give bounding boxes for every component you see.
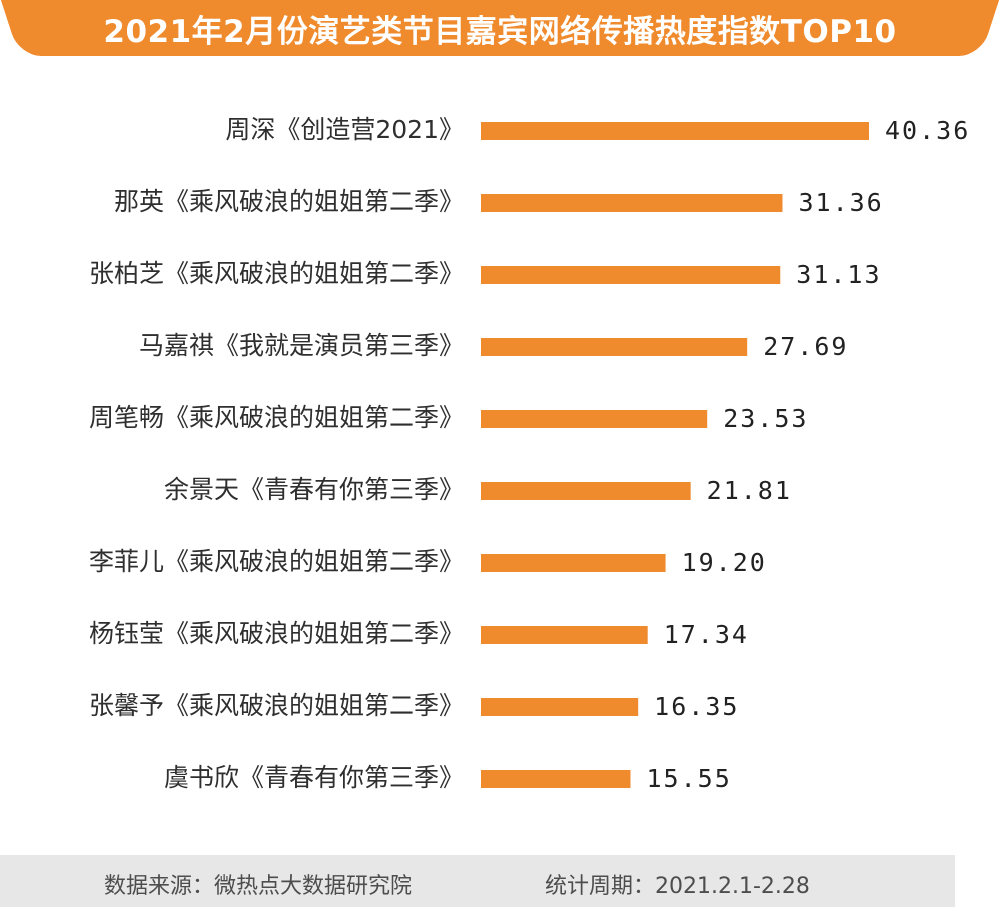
category-label: 杨钰莹《乘风破浪的姐姐第二季》 xyxy=(89,619,464,648)
bar xyxy=(481,194,783,212)
value-label: 23.53 xyxy=(723,404,808,433)
value-label: 17.34 xyxy=(664,620,749,649)
horizontal-bar-chart: 周深《创造营2021》 40.36 那英《乘风破浪的姐姐第二季》 31.36 张柏芝《乘… xyxy=(89,115,970,793)
category-label: 周笔畅《乘风破浪的姐姐第二季》 xyxy=(89,403,464,432)
value-label: 31.36 xyxy=(798,188,883,217)
category-label: 周深《创造营2021》 xyxy=(225,115,464,144)
bar xyxy=(481,482,691,500)
bar xyxy=(481,266,781,284)
bar xyxy=(481,698,639,716)
statistics-period-text: 统计周期：2021.2.1-2.28 xyxy=(545,874,810,899)
bar xyxy=(481,554,666,572)
category-label: 张馨予《乘风破浪的姐姐第二季》 xyxy=(89,691,464,720)
bar xyxy=(481,626,648,644)
value-label: 19.20 xyxy=(682,548,767,577)
category-label: 张柏芝《乘风破浪的姐姐第二季》 xyxy=(89,259,464,288)
chart-footer: 数据来源：微热点大数据研究院 统计周期：2021.2.1-2.28 xyxy=(0,855,955,907)
category-label: 那英《乘风破浪的姐姐第二季》 xyxy=(114,187,464,216)
chart-title-banner: 2021年2月份演艺类节目嘉宾网络传播热度指数TOP10 xyxy=(22,0,978,56)
value-label: 31.13 xyxy=(796,260,881,289)
bar xyxy=(481,122,869,140)
bar xyxy=(481,338,748,356)
bar xyxy=(481,410,708,428)
value-label: 40.36 xyxy=(885,116,970,145)
value-label: 21.81 xyxy=(707,476,792,505)
value-label: 16.35 xyxy=(654,692,739,721)
category-label: 余景天《青春有你第三季》 xyxy=(164,475,464,504)
bar xyxy=(481,770,631,788)
data-source-text: 数据来源：微热点大数据研究院 xyxy=(104,874,413,899)
chart-title: 2021年2月份演艺类节目嘉宾网络传播热度指数TOP10 xyxy=(103,13,897,50)
value-label: 15.55 xyxy=(646,764,731,793)
category-label: 马嘉祺《我就是演员第三季》 xyxy=(139,331,464,360)
category-label: 虞书欣《青春有你第三季》 xyxy=(164,763,464,792)
value-label: 27.69 xyxy=(763,332,848,361)
category-label: 李菲儿《乘风破浪的姐姐第二季》 xyxy=(89,547,464,576)
